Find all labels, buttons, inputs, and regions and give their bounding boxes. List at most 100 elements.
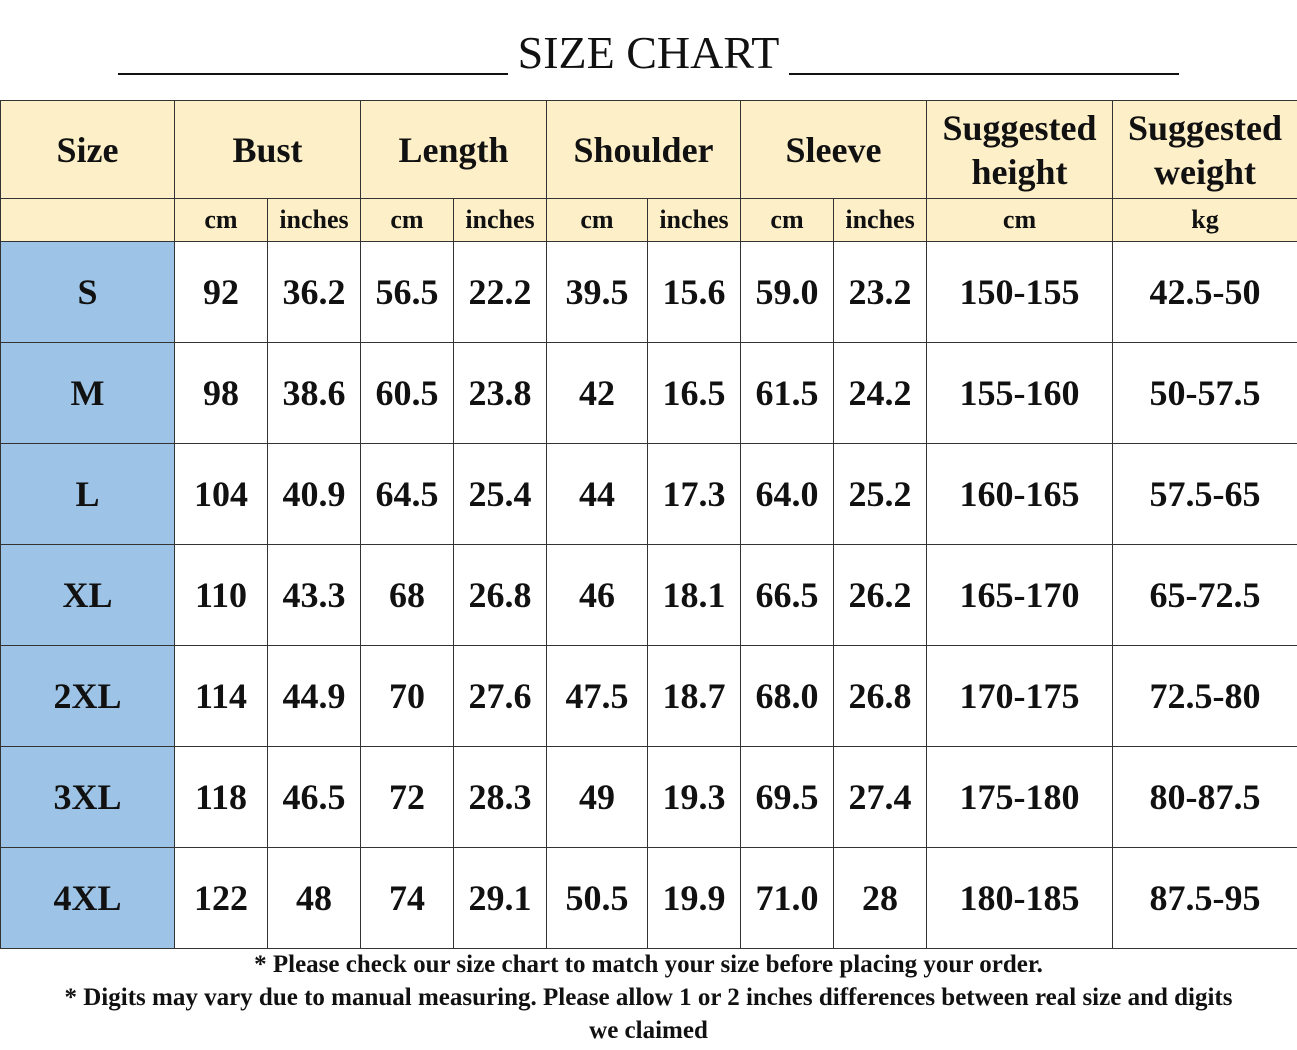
measurement-cell: 122 [174,847,268,949]
note-line: * Digits may vary due to manual measurin… [64,984,1233,1011]
table-row: XL 110 43.3 68 26.8 46 18.1 66.5 26.2 165-170 65-7… [0,544,1297,646]
header-row: Size Bust Length Shoulder Sleeve Suggest… [0,100,1297,199]
measurement-cell: 72.5-80 [1112,645,1297,747]
measurement-cell: 26.2 [833,544,928,646]
measurement-cell: 23.2 [833,241,928,343]
measurement-cell: 22.2 [453,241,547,343]
table-row: L 104 40.9 64.5 25.4 44 17.3 64.0 25.2 160-165 57.… [0,443,1297,545]
measurement-cell: 19.9 [646,847,742,949]
unit-inches: inches [453,198,547,242]
bust-header: Bust [174,100,361,199]
unit-cm: cm [546,198,648,242]
measurement-cell: 27.6 [453,645,547,747]
measurement-cell: 18.7 [646,645,742,747]
measurement-cell: 65-72.5 [1112,544,1297,646]
measurement-cell: 36.2 [267,241,361,343]
measurement-cell: 66.5 [740,544,835,646]
measurement-cell: 70 [360,645,454,747]
measurement-cell: 56.5 [360,241,454,343]
measurement-cell: 87.5-95 [1112,847,1297,949]
suggested-weight-header: Suggested weight [1112,100,1297,199]
measurement-cell: 98 [174,342,268,444]
table-row: 3XL 118 46.5 72 28.3 49 19.3 69.5 27.4 175-180 80-… [0,746,1297,848]
measurement-cell: 38.6 [267,342,361,444]
measurement-cell: 19.3 [646,746,742,848]
title-bar: SIZE CHART [0,0,1297,100]
measurement-cell: 118 [174,746,268,848]
unit-cm: cm [360,198,454,242]
measurement-cell: 74 [360,847,454,949]
size-header: Size [0,100,175,199]
measurement-cell: 160-165 [926,443,1114,545]
size-label: M [0,342,175,444]
measurement-cell: 27.4 [833,746,928,848]
measurement-cell: 42 [546,342,648,444]
size-label: 4XL [0,847,175,949]
unit-cm: cm [740,198,835,242]
measurement-cell: 110 [174,544,268,646]
measurement-cell: 57.5-65 [1112,443,1297,545]
length-header: Length [360,100,547,199]
measurement-cell: 170-175 [926,645,1114,747]
measurement-cell: 25.2 [833,443,928,545]
measurement-cell: 39.5 [546,241,648,343]
measurement-cell: 60.5 [360,342,454,444]
unit-inches: inches [833,198,928,242]
unit-cm: cm [926,198,1114,242]
measurement-cell: 175-180 [926,746,1114,848]
unit-inches: inches [646,198,742,242]
measurement-cell: 29.1 [453,847,547,949]
note-line: * Please check our size chart to match y… [254,951,1043,978]
title-rule-left [117,73,508,75]
table-row: M 98 38.6 60.5 23.8 42 16.5 61.5 24.2 155-160 50-5… [0,342,1297,444]
measurement-cell: 61.5 [740,342,835,444]
title-rule-right [789,73,1180,75]
size-label: 2XL [0,645,175,747]
measurement-cell: 15.6 [646,241,742,343]
measurement-cell: 49 [546,746,648,848]
unit-inches: inches [267,198,361,242]
size-label: L [0,443,175,545]
measurement-cell: 44 [546,443,648,545]
measurement-cell: 50-57.5 [1112,342,1297,444]
size-label: S [0,241,175,343]
measurement-cell: 155-160 [926,342,1114,444]
table-row: S 92 36.2 56.5 22.2 39.5 15.6 59.0 23.2 150-155 42… [0,241,1297,343]
measurement-cell: 24.2 [833,342,928,444]
table-row: 2XL 114 44.9 70 27.6 47.5 18.7 68.0 26.8 170-175 7… [0,645,1297,747]
measurement-cell: 71.0 [740,847,835,949]
size-table: Size Bust Length Shoulder Sleeve Suggest… [0,100,1297,949]
measurement-cell: 80-87.5 [1112,746,1297,848]
unit-kg: kg [1112,198,1297,242]
measurement-cell: 72 [360,746,454,848]
measurement-cell: 47.5 [546,645,648,747]
measurement-cell: 28 [833,847,928,949]
suggested-height-header: Suggested height [926,100,1114,199]
measurement-cell: 48 [267,847,361,949]
measurement-cell: 46.5 [267,746,361,848]
measurement-cell: 114 [174,645,268,747]
unit-blank [0,198,175,242]
measurement-cell: 42.5-50 [1112,241,1297,343]
measurement-cell: 25.4 [453,443,547,545]
unit-row: cm inches cm inches cm inches cm inches … [0,198,1297,242]
measurement-cell: 180-185 [926,847,1114,949]
measurement-cell: 150-155 [926,241,1114,343]
page-title: SIZE CHART [517,26,780,78]
notes: * Please check our size chart to match y… [0,948,1297,1050]
measurement-cell: 16.5 [646,342,742,444]
table-body: S 92 36.2 56.5 22.2 39.5 15.6 59.0 23.2 150-155 42… [0,241,1297,949]
measurement-cell: 43.3 [267,544,361,646]
table-row: 4XL 122 48 74 29.1 50.5 19.9 71.0 28 180-185 87.5-… [0,847,1297,949]
size-label: 3XL [0,746,175,848]
note-line: we claimed [589,1017,708,1044]
measurement-cell: 23.8 [453,342,547,444]
measurement-cell: 28.3 [453,746,547,848]
measurement-cell: 17.3 [646,443,742,545]
measurement-cell: 64.5 [360,443,454,545]
measurement-cell: 18.1 [646,544,742,646]
measurement-cell: 26.8 [453,544,547,646]
shoulder-header: Shoulder [545,100,742,199]
sleeve-header: Sleeve [740,100,928,199]
